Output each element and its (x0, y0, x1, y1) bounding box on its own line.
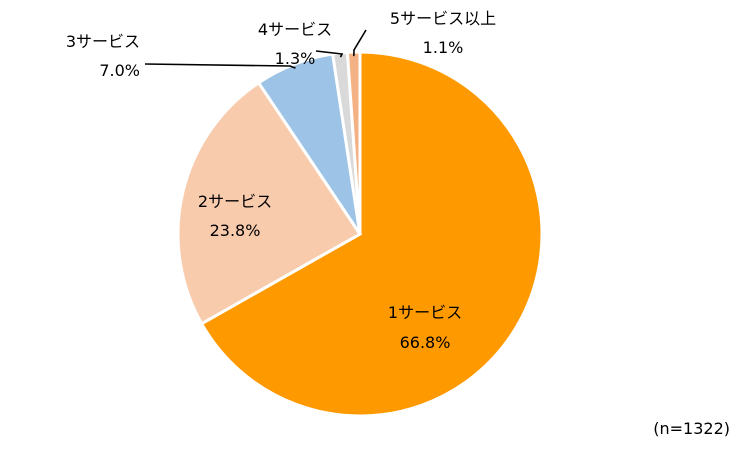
leader-lines (144, 29, 367, 69)
slice-label-3: 3サービス (66, 32, 140, 51)
slice-labels: 1サービス 66.8% 2サービス 23.8% 3サービス 7.0% 4サービス 1.3% 5サ… (66, 9, 496, 352)
slice-value-label-5: 1.1% (423, 38, 464, 57)
leader-line-3 (144, 63, 296, 69)
slice-label-2: 2サービス (198, 192, 272, 211)
slice-label-1: 1サービス (388, 303, 462, 322)
sample-size-note: (n=1322) (653, 419, 730, 438)
slice-value-label-1: 66.8% (400, 333, 451, 352)
slice-label-5: 5サービス以上 (390, 9, 496, 28)
pie-slice-2 (176, 80, 363, 326)
leader-line-4 (315, 50, 344, 58)
slice-label-4: 4サービス (258, 20, 332, 39)
slices-layer (176, 50, 544, 418)
slice-value-label-2: 23.8% (210, 221, 261, 240)
slice-value-label-3: 7.0% (99, 61, 140, 80)
slice-value-label-4: 1.3% (275, 49, 316, 68)
pie-slice-1 (199, 50, 544, 418)
leader-line-5 (353, 29, 367, 57)
